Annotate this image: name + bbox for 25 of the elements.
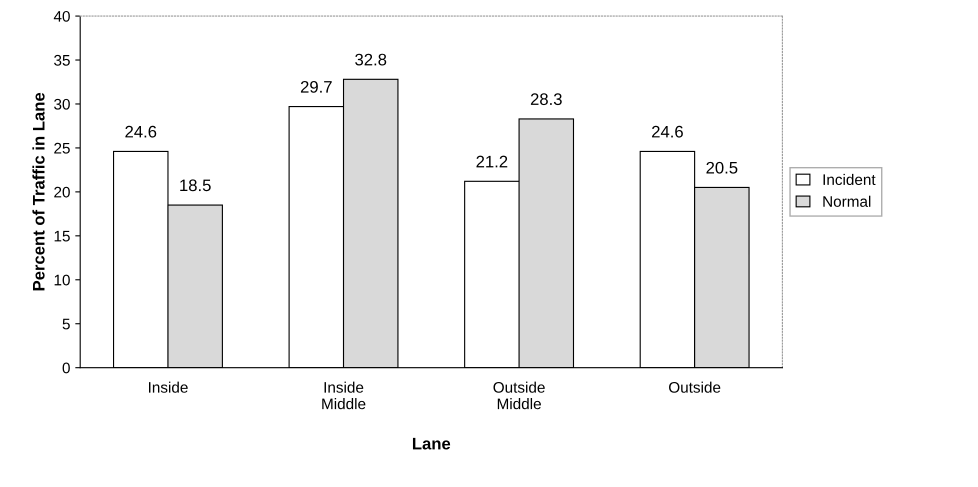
x-tick-label: Inside — [149, 382, 188, 393]
data-label: 29.7 — [300, 80, 332, 93]
data-label: 20.5 — [706, 162, 738, 174]
x-tick-label: Outside Middle — [493, 382, 545, 410]
data-label: 28.3 — [530, 93, 562, 106]
y-tick-label: 40 — [54, 10, 70, 22]
y-tick-label: 30 — [54, 98, 70, 110]
y-tick-label: 25 — [54, 142, 70, 154]
y-tick-label: 15 — [54, 230, 70, 242]
y-tick-label: 10 — [54, 274, 70, 286]
legend-label: Incident — [824, 174, 876, 186]
legend-label: Normal — [823, 196, 870, 207]
y-tick-label: 35 — [54, 54, 70, 66]
y-axis-title: Percent of Traffic in Lane — [32, 92, 45, 290]
y-tick-label: 20 — [54, 186, 70, 198]
x-tick-label: Outside — [669, 382, 720, 393]
data-label: 24.6 — [125, 126, 156, 138]
data-label: 24.6 — [652, 126, 683, 138]
data-label: 32.8 — [355, 54, 386, 66]
x-tick-label: Inside Middle — [322, 382, 366, 410]
y-tick-label: 0 — [62, 362, 70, 374]
data-label: 18.5 — [180, 179, 211, 192]
data-label: 21.2 — [476, 156, 508, 168]
y-tick-label: 5 — [62, 318, 70, 330]
x-axis-title: Lane — [412, 438, 450, 450]
